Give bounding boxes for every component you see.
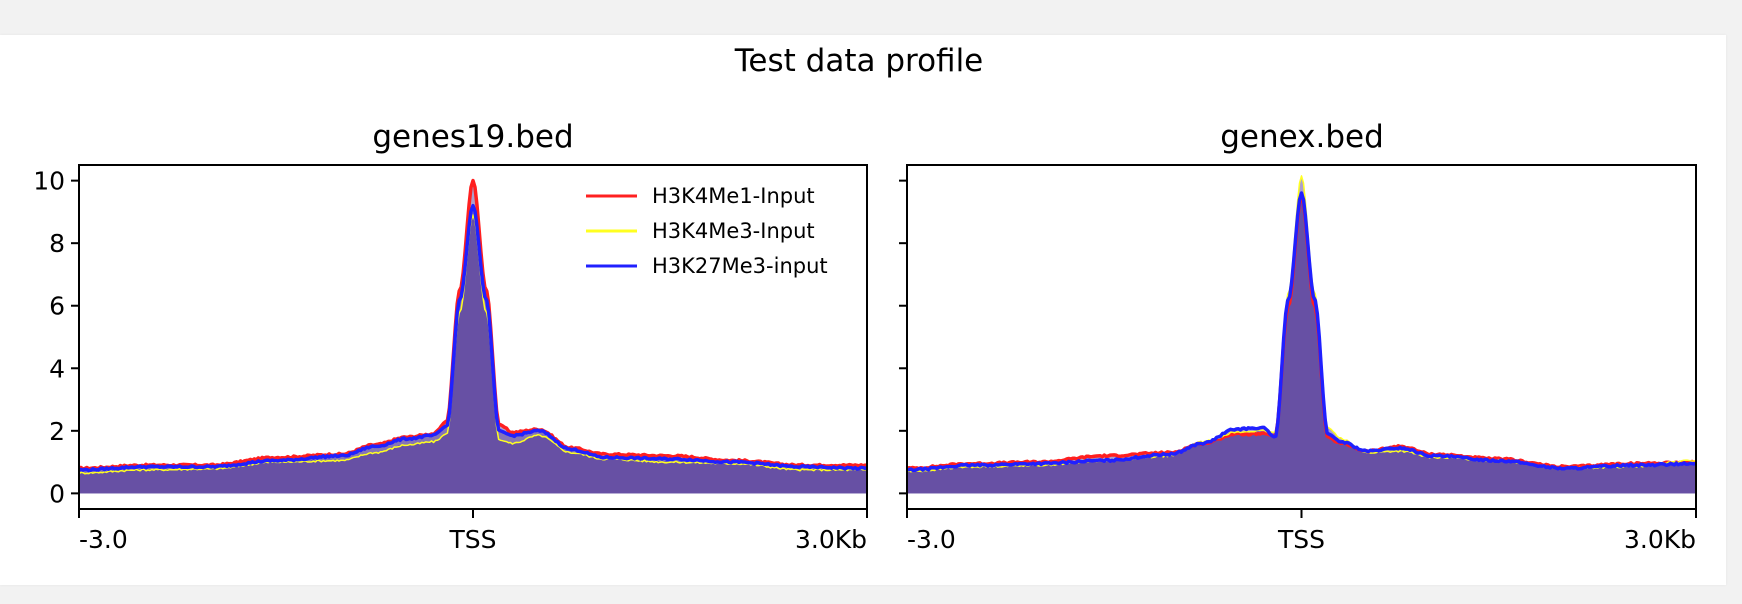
panel-title: genes19.bed	[372, 119, 573, 155]
y-axis	[899, 179, 907, 495]
series-line	[78, 203, 868, 473]
legend: H3K4Me1-Input H3K4Me3-Input H3K27Me3-input	[586, 184, 828, 278]
y-tick-label: 2	[49, 417, 65, 446]
x-tick-label: -3.0	[907, 525, 956, 554]
panel-genes19: genes19.bed 0 2 4 6 8 10 -3.0 TSS 3.0Kb H3K4Me1…	[33, 119, 868, 554]
x-tick-label: 3.0Kb	[795, 525, 867, 554]
y-axis: 0 2 4 6 8 10	[33, 167, 79, 508]
x-tick-label: 3.0Kb	[1624, 525, 1696, 554]
x-axis: -3.0 TSS 3.0Kb	[906, 509, 1697, 554]
area-fill	[907, 196, 1696, 494]
area-fill	[79, 215, 867, 494]
figure-suptitle: Test data profile	[734, 43, 984, 79]
y-tick-label: 6	[49, 292, 65, 321]
series-line	[78, 214, 867, 475]
legend-label: H3K4Me3-Input	[652, 219, 815, 243]
y-tick-label: 10	[33, 167, 65, 196]
panel-title: genex.bed	[1220, 119, 1384, 155]
x-tick-label: TSS	[448, 525, 496, 554]
legend-label: H3K27Me3-input	[652, 254, 828, 278]
x-tick-label: TSS	[1277, 525, 1325, 554]
series-line	[906, 191, 1697, 473]
panel-genex: genex.bed -3.0 TSS 3.0Kb	[899, 119, 1697, 554]
x-axis: -3.0 TSS 3.0Kb	[78, 509, 868, 554]
y-tick-label: 8	[49, 229, 65, 258]
legend-label: H3K4Me1-Input	[652, 184, 815, 208]
x-tick-label: -3.0	[79, 525, 128, 554]
y-tick-label: 4	[49, 354, 65, 383]
y-tick-label: 0	[49, 479, 65, 508]
